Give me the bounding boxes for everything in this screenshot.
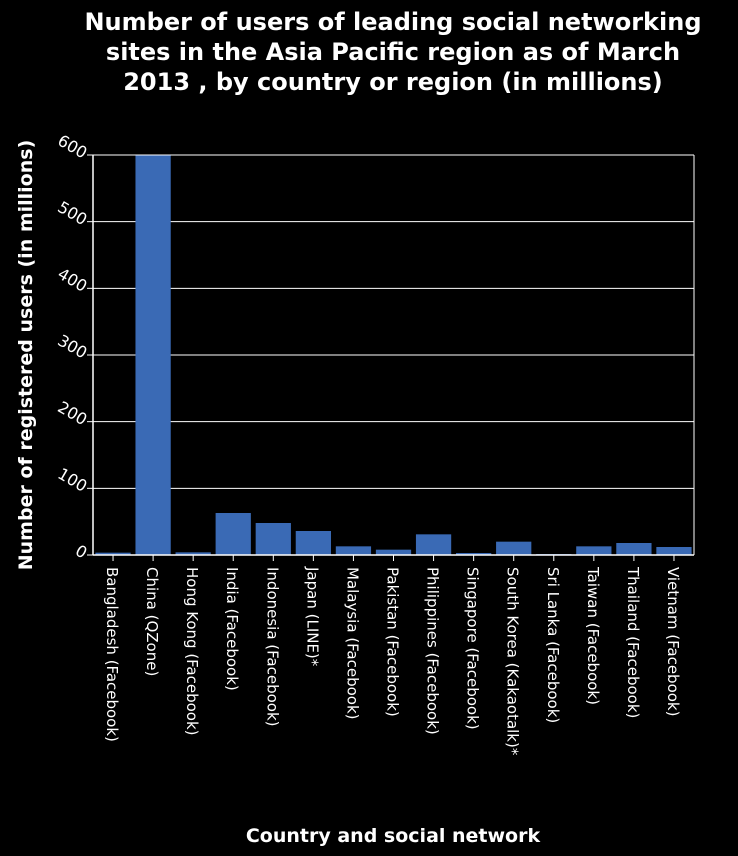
bar — [215, 513, 251, 555]
x-tick-label: Philippines (Facebook) — [424, 567, 442, 735]
bar — [255, 523, 291, 555]
x-tick-label: Indonesia (Facebook) — [263, 567, 281, 727]
chart-title: Number of users of leading social networ… — [84, 8, 701, 96]
x-tick-label: Thailand (Facebook) — [624, 566, 642, 718]
x-tick-label: Taiwan (Facebook) — [584, 566, 602, 705]
y-axis-label: Number of registered users (in millions) — [15, 140, 37, 571]
bar — [415, 534, 452, 555]
bar — [335, 546, 372, 555]
bars — [95, 155, 692, 555]
bar — [175, 552, 211, 555]
bar — [375, 549, 412, 555]
x-tick-label: Sri Lanka (Facebook) — [544, 567, 562, 723]
bar — [456, 553, 492, 555]
x-axis-label: Country and social network — [246, 825, 541, 847]
x-tick-labels: Bangladesh (Facebook) China (QZone) Hong K… — [103, 566, 682, 756]
chart-title-line-1: Number of users of leading social networ… — [84, 8, 701, 36]
bar — [295, 531, 331, 555]
x-tick-label: South Korea (Kakaotalk)* — [504, 567, 522, 756]
x-tick-label: Vietnam (Facebook) — [664, 567, 682, 716]
bar — [95, 552, 131, 555]
chart-title-line-2: sites in the Asia Pacific region as of M… — [106, 38, 680, 66]
x-tick-label: Bangladesh (Facebook) — [103, 567, 121, 742]
x-tick-label: India (Facebook) — [223, 567, 241, 691]
x-tick-label: Pakistan (Facebook) — [384, 567, 402, 717]
chart-title-line-3: 2013 , by country or region (in millions… — [123, 68, 663, 96]
axes — [87, 154, 695, 561]
x-tick-label: China (QZone) — [143, 567, 161, 676]
bar — [576, 546, 612, 555]
bar — [135, 155, 171, 555]
x-tick-label: Singapore (Facebook) — [464, 567, 482, 730]
bar — [496, 541, 532, 555]
x-tick-label: Malaysia (Facebook) — [343, 567, 361, 720]
bar — [616, 543, 652, 555]
x-tick-label: Hong Kong (Facebook) — [183, 567, 201, 736]
bar — [656, 547, 692, 555]
x-tick-label: Japan (LINE)* — [303, 566, 321, 667]
